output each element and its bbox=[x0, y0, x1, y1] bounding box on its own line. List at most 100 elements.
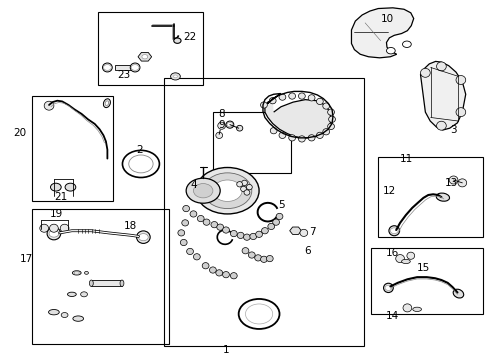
Ellipse shape bbox=[436, 121, 446, 130]
Ellipse shape bbox=[210, 221, 217, 228]
Ellipse shape bbox=[216, 224, 223, 230]
Polygon shape bbox=[420, 62, 465, 130]
Circle shape bbox=[142, 55, 147, 59]
Ellipse shape bbox=[243, 234, 250, 240]
Ellipse shape bbox=[60, 224, 69, 232]
Circle shape bbox=[61, 312, 68, 318]
Ellipse shape bbox=[254, 255, 261, 261]
Ellipse shape bbox=[307, 95, 314, 101]
Circle shape bbox=[402, 41, 410, 48]
Ellipse shape bbox=[183, 206, 189, 212]
Polygon shape bbox=[351, 8, 413, 58]
Circle shape bbox=[122, 150, 159, 177]
Ellipse shape bbox=[230, 273, 237, 279]
Ellipse shape bbox=[173, 38, 181, 43]
Ellipse shape bbox=[322, 129, 329, 135]
Circle shape bbox=[49, 230, 59, 237]
Ellipse shape bbox=[136, 231, 150, 243]
Circle shape bbox=[173, 75, 177, 78]
Ellipse shape bbox=[236, 125, 243, 131]
Circle shape bbox=[128, 155, 153, 173]
Text: 21: 21 bbox=[54, 192, 67, 202]
Ellipse shape bbox=[261, 228, 268, 234]
Circle shape bbox=[65, 183, 76, 191]
Circle shape bbox=[170, 73, 180, 80]
Ellipse shape bbox=[240, 186, 246, 192]
Polygon shape bbox=[264, 100, 330, 138]
Ellipse shape bbox=[217, 122, 225, 129]
Ellipse shape bbox=[190, 211, 197, 217]
Bar bbox=[164, 78, 363, 346]
Ellipse shape bbox=[255, 231, 262, 238]
Text: 15: 15 bbox=[416, 262, 429, 273]
Ellipse shape bbox=[225, 121, 233, 128]
Ellipse shape bbox=[260, 102, 267, 108]
Circle shape bbox=[81, 292, 87, 297]
Bar bbox=[98, 12, 203, 85]
Ellipse shape bbox=[455, 76, 465, 85]
Ellipse shape bbox=[269, 98, 276, 104]
Ellipse shape bbox=[276, 213, 283, 220]
Ellipse shape bbox=[180, 239, 187, 246]
Ellipse shape bbox=[452, 289, 463, 298]
Ellipse shape bbox=[44, 101, 54, 110]
Text: 20: 20 bbox=[14, 128, 27, 138]
Ellipse shape bbox=[237, 232, 244, 238]
Ellipse shape bbox=[272, 219, 279, 225]
Ellipse shape bbox=[406, 252, 414, 259]
Bar bbox=[115, 65, 131, 70]
Ellipse shape bbox=[40, 224, 48, 232]
Ellipse shape bbox=[288, 135, 295, 141]
Text: 5: 5 bbox=[278, 200, 285, 210]
Text: 23: 23 bbox=[117, 69, 130, 80]
Ellipse shape bbox=[401, 259, 409, 264]
Ellipse shape bbox=[47, 227, 61, 240]
Text: 11: 11 bbox=[399, 154, 412, 163]
Text: 14: 14 bbox=[385, 311, 398, 321]
Circle shape bbox=[226, 122, 232, 127]
Circle shape bbox=[245, 304, 272, 324]
Text: 2: 2 bbox=[136, 145, 143, 155]
Ellipse shape bbox=[316, 98, 323, 104]
Ellipse shape bbox=[102, 63, 112, 72]
Ellipse shape bbox=[236, 181, 242, 187]
Polygon shape bbox=[289, 227, 301, 234]
Ellipse shape bbox=[222, 227, 229, 233]
Bar bbox=[370, 248, 482, 314]
Text: 16: 16 bbox=[385, 248, 398, 258]
Ellipse shape bbox=[436, 62, 446, 71]
Circle shape bbox=[196, 167, 259, 214]
Bar bbox=[32, 208, 169, 344]
Ellipse shape bbox=[203, 219, 209, 225]
Ellipse shape bbox=[395, 255, 404, 262]
Ellipse shape bbox=[322, 103, 329, 109]
Bar bbox=[32, 96, 113, 202]
Ellipse shape bbox=[244, 190, 249, 195]
Circle shape bbox=[203, 173, 251, 208]
Ellipse shape bbox=[298, 136, 305, 142]
Text: 8: 8 bbox=[218, 109, 225, 119]
Ellipse shape bbox=[120, 280, 123, 287]
Ellipse shape bbox=[249, 233, 256, 239]
Ellipse shape bbox=[242, 248, 248, 254]
Ellipse shape bbox=[457, 179, 466, 187]
Text: 22: 22 bbox=[183, 32, 197, 42]
Circle shape bbox=[103, 64, 111, 70]
Ellipse shape bbox=[279, 94, 285, 100]
Text: 4: 4 bbox=[190, 180, 196, 190]
Ellipse shape bbox=[298, 93, 305, 99]
Text: 13: 13 bbox=[444, 178, 457, 188]
Ellipse shape bbox=[84, 271, 88, 274]
Ellipse shape bbox=[383, 283, 392, 293]
Ellipse shape bbox=[48, 310, 59, 315]
Circle shape bbox=[238, 299, 279, 329]
Ellipse shape bbox=[270, 127, 277, 134]
Circle shape bbox=[193, 184, 212, 198]
Ellipse shape bbox=[455, 108, 465, 117]
Text: 12: 12 bbox=[382, 186, 395, 196]
Text: 7: 7 bbox=[308, 227, 315, 237]
Ellipse shape bbox=[193, 254, 200, 260]
Ellipse shape bbox=[316, 132, 323, 139]
Ellipse shape bbox=[89, 280, 93, 287]
Text: 3: 3 bbox=[449, 125, 455, 135]
